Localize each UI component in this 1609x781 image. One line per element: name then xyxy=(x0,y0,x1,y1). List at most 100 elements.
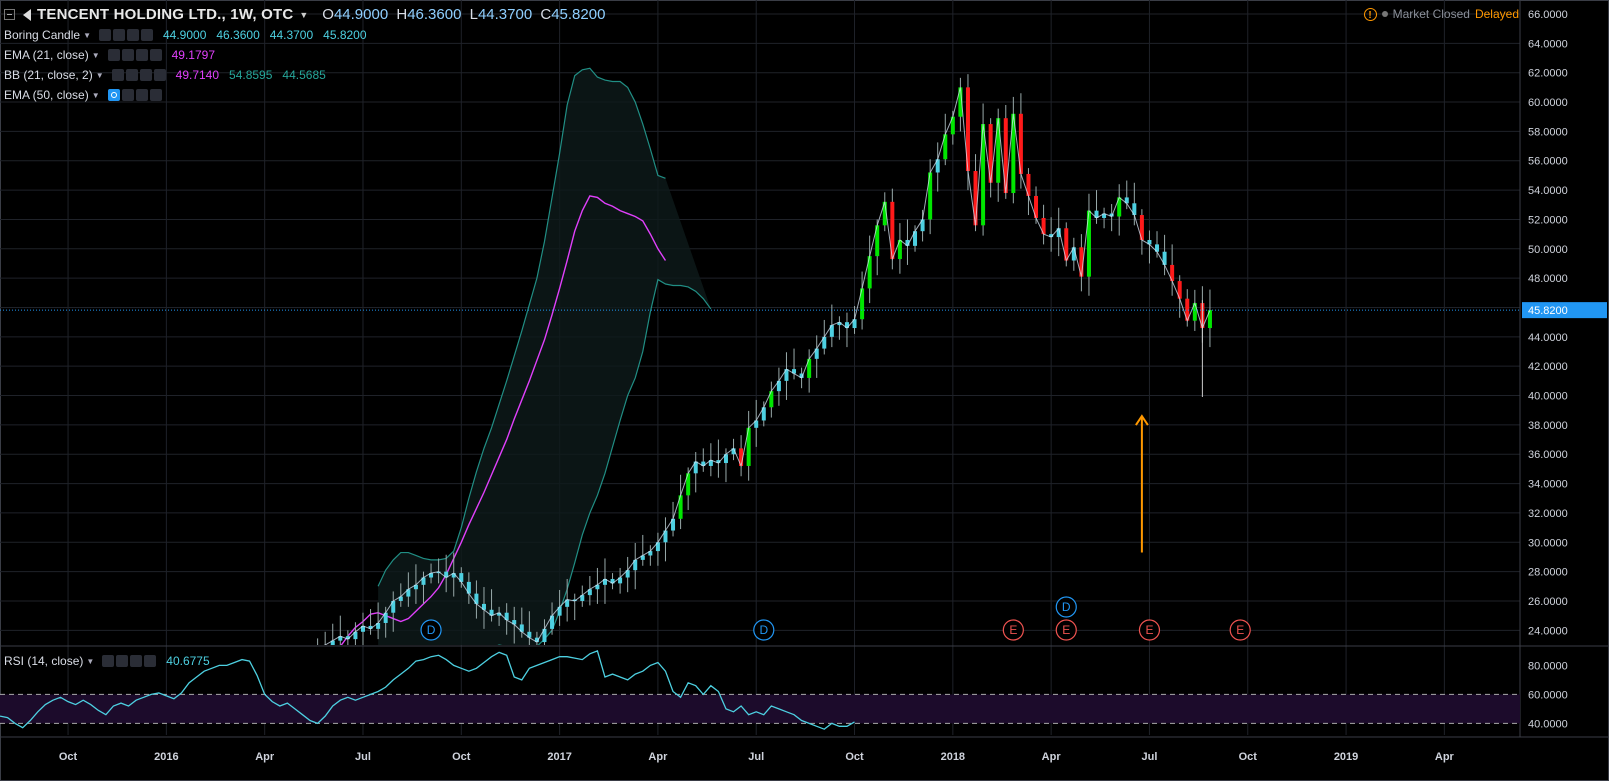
warning-icon[interactable]: ! xyxy=(1363,7,1377,21)
legend-rsi-name[interactable]: RSI (14, close) xyxy=(4,654,84,668)
open-value: 44.9000 xyxy=(333,6,389,23)
candle-body xyxy=(429,573,434,578)
price-tick-label: 38.0000 xyxy=(1528,420,1568,432)
legend-rsi[interactable]: RSI (14, close) ▼ 40.6775 xyxy=(4,654,216,668)
legend-bb[interactable]: BB (21, close, 2) ▼ 49.7140 54.8595 44.5… xyxy=(4,68,332,82)
time-tick-label: Apr xyxy=(1042,751,1062,763)
earnings-marker-label: E xyxy=(1236,623,1244,637)
close-icon[interactable] xyxy=(140,29,153,41)
candle-body xyxy=(1079,247,1084,277)
candle-body xyxy=(829,325,834,337)
candle-body xyxy=(890,201,895,260)
market-closed-label: Market Closed xyxy=(1392,7,1470,21)
candle-body xyxy=(353,631,358,640)
candle-body xyxy=(663,530,668,543)
time-tick-label: 2016 xyxy=(154,751,178,763)
add-icon[interactable] xyxy=(135,89,148,101)
dividend-marker-label: D xyxy=(1062,600,1071,614)
candle-body xyxy=(965,87,970,172)
ohlc-values: O44.9000 H46.3600 L44.3700 C45.8200 xyxy=(322,6,605,23)
symbol-title[interactable]: TENCENT HOLDING LTD., 1W, OTC xyxy=(37,6,294,23)
candle-body xyxy=(935,159,940,173)
candle-body xyxy=(595,584,600,590)
legend-bb-basis: 49.7140 xyxy=(175,68,220,82)
price-tick-label: 26.0000 xyxy=(1528,596,1568,608)
price-tick-label: 44.0000 xyxy=(1528,332,1568,344)
legend-bb-upper: 54.8595 xyxy=(229,68,273,82)
time-tick-label: Oct xyxy=(1239,751,1258,763)
candle-body xyxy=(1185,298,1190,321)
rsi-tick-label: 60.0000 xyxy=(1528,689,1568,701)
candle-body xyxy=(776,380,781,392)
price-tick-label: 64.0000 xyxy=(1528,38,1568,50)
hidden-eye-icon[interactable] xyxy=(107,89,120,101)
eye-icon[interactable] xyxy=(98,29,111,41)
add-icon[interactable] xyxy=(139,69,152,81)
candle-body xyxy=(799,373,804,378)
add-icon[interactable] xyxy=(135,49,148,61)
low-value: 44.3700 xyxy=(477,6,533,23)
legend-ema50[interactable]: EMA (50, close) ▼ xyxy=(4,88,168,102)
eye-icon[interactable] xyxy=(102,655,115,667)
source-icon[interactable] xyxy=(126,29,139,41)
legend-ema21[interactable]: EMA (21, close) ▼ 49.1797 xyxy=(4,48,221,62)
candle-body xyxy=(784,369,789,381)
price-tick-label: 32.0000 xyxy=(1528,508,1568,520)
candle-body xyxy=(1109,213,1114,217)
time-tick-label: Apr xyxy=(1435,751,1455,763)
symbol-header: TENCENT HOLDING LTD., 1W, OTC ▼ O44.9000… xyxy=(4,6,605,23)
chevron-down-icon[interactable]: ▼ xyxy=(299,9,309,20)
price-tick-label: 66.0000 xyxy=(1528,9,1568,21)
collapse-icon[interactable] xyxy=(4,9,15,20)
gear-icon[interactable] xyxy=(125,69,138,81)
earnings-marker xyxy=(1055,619,1077,641)
dividend-marker-label: D xyxy=(427,623,436,637)
candle-body xyxy=(572,599,577,602)
gear-icon[interactable] xyxy=(121,89,134,101)
legend-candle-close: 45.8200 xyxy=(323,28,367,42)
candle-body xyxy=(421,577,426,585)
candle-body xyxy=(739,448,744,466)
candle-body xyxy=(466,581,471,594)
candle-body xyxy=(852,319,857,329)
candle-body xyxy=(731,448,736,455)
candle-body xyxy=(996,118,1001,183)
legend-bb-name[interactable]: BB (21, close, 2) xyxy=(4,68,93,82)
candle-body xyxy=(1071,247,1076,261)
candle-body xyxy=(580,595,585,601)
close-icon[interactable] xyxy=(149,49,162,61)
chevron-down-icon[interactable]: ▼ xyxy=(86,656,95,666)
close-icon[interactable] xyxy=(149,89,162,101)
close-icon[interactable] xyxy=(144,655,157,667)
price-tick-label: 62.0000 xyxy=(1528,68,1568,80)
close-icon[interactable] xyxy=(153,69,166,81)
legend-ema50-name[interactable]: EMA (50, close) xyxy=(4,88,89,102)
chevron-down-icon[interactable]: ▼ xyxy=(91,90,100,100)
eye-icon[interactable] xyxy=(107,49,120,61)
candle-body xyxy=(444,571,449,578)
gear-icon[interactable] xyxy=(121,49,134,61)
chevron-down-icon[interactable]: ▼ xyxy=(83,30,91,40)
bb-upper-line xyxy=(377,67,666,587)
legend-candle-name[interactable]: Boring Candle xyxy=(4,28,81,42)
eye-icon[interactable] xyxy=(111,69,124,81)
candle-body xyxy=(1170,264,1175,282)
candle-body xyxy=(550,615,555,629)
candle-body xyxy=(701,461,706,466)
chevron-down-icon[interactable]: ▼ xyxy=(91,50,100,60)
candle-body xyxy=(1124,197,1129,204)
candle-body xyxy=(391,600,396,613)
price-tick-label: 50.0000 xyxy=(1528,244,1568,256)
candle-body xyxy=(436,571,441,574)
legend-candle[interactable]: Boring Candle ▼ 44.9000 46.3600 44.3700 … xyxy=(4,28,373,42)
gear-icon[interactable] xyxy=(116,655,129,667)
add-icon[interactable] xyxy=(130,655,143,667)
candle-body xyxy=(1117,197,1122,217)
price-tick-label: 34.0000 xyxy=(1528,479,1568,491)
gear-icon[interactable] xyxy=(112,29,125,41)
chevron-down-icon[interactable]: ▼ xyxy=(95,70,104,80)
candle-body xyxy=(398,596,403,601)
legend-ema21-name[interactable]: EMA (21, close) xyxy=(4,48,89,62)
candle-body xyxy=(504,612,509,621)
